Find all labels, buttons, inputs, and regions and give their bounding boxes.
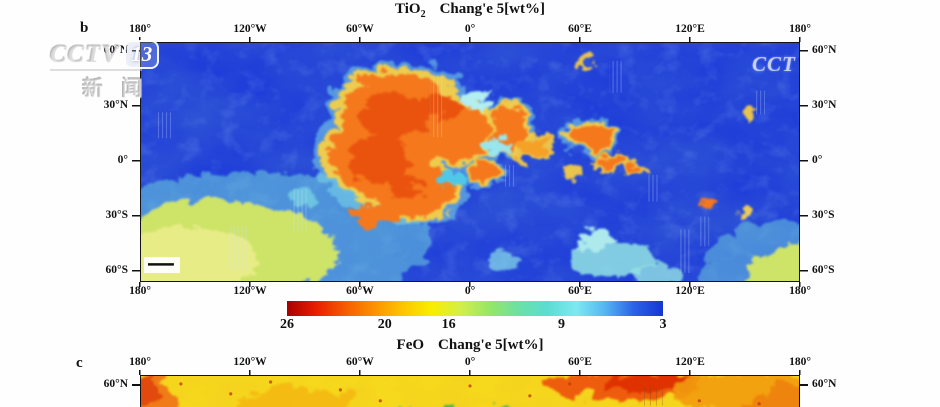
cctv-watermark: CCTV 13 <box>50 40 160 69</box>
colorbar-tick-label: 16 <box>441 317 456 332</box>
colorbar-tick-label: 3 <box>659 317 667 332</box>
feo-right-tick-mark <box>800 384 808 386</box>
lon-tick-label: 180° <box>789 356 811 368</box>
feo-left-tick-mark <box>132 384 140 386</box>
tio2-mare-holes <box>437 85 505 183</box>
feo-title: FeO Chang'e 5[wt%] <box>0 337 940 356</box>
lat-tick-label: 30°S <box>105 209 129 221</box>
colorbar-labels: 26 20 16 9 3 <box>280 317 667 333</box>
feo-speckles <box>179 380 761 406</box>
lon-tick-label: 180° <box>789 23 811 35</box>
feo-map <box>140 375 800 407</box>
lon-tick-label: 60°E <box>568 285 592 297</box>
panel-label-b: b <box>80 20 89 36</box>
feo-top-tick-marks <box>139 370 802 375</box>
lon-tick-label: 120°W <box>233 285 267 297</box>
feo-title-name: Chang'e 5[wt%] <box>438 337 544 353</box>
colorbar-tick-label: 9 <box>557 317 565 332</box>
tio2-lon-axis-bottom: 180° 120°W 60°W 0° 60°E 120°E 180° <box>129 285 811 298</box>
tio2-map-image <box>141 43 799 281</box>
tio2-mare-hotspots <box>346 87 459 194</box>
feo-map-image <box>141 376 799 407</box>
lat-tick-label: 30°N <box>812 99 837 111</box>
tio2-title-subscript: 2 <box>420 9 426 20</box>
feo-lon-axis-top: 180° 120°W 60°W 0° 60°E 120°E 180° <box>129 356 811 369</box>
panel-label-c: c <box>76 355 83 371</box>
tio2-lon-axis-top: 180° 120°W 60°W 0° 60°E 120°E 180° <box>129 23 811 36</box>
lon-tick-label: 180° <box>129 356 151 368</box>
lon-tick-label: 180° <box>789 285 811 297</box>
lat-tick-label: 60°N <box>103 378 128 390</box>
tio2-left-tick-marks <box>132 50 140 272</box>
lat-tick-label: 0° <box>117 154 128 166</box>
lat-tick-label: 60°S <box>105 264 129 276</box>
tio2-title-name: Chang'e 5[wt%] <box>439 1 545 17</box>
tio2-streak-artifacts <box>155 60 766 274</box>
lat-tick-label: 60°S <box>812 264 835 276</box>
colorbar <box>287 301 663 316</box>
cctv-channel-badge: 13 <box>124 40 160 69</box>
lon-tick-label: 60°W <box>346 285 374 297</box>
colorbar-tick-label: 20 <box>377 317 392 332</box>
tio2-right-tick-marks <box>800 50 808 272</box>
lat-tick-label: 0° <box>812 154 823 166</box>
cctv-corner-watermark: CCT <box>752 52 796 76</box>
lon-tick-label: 120°E <box>675 285 705 297</box>
lon-tick-label: 0° <box>464 23 476 35</box>
feo-title-formula: FeO <box>396 337 425 353</box>
tio2-title-formula: TiO <box>395 1 421 17</box>
cctv-caption: 新闻 <box>82 76 160 100</box>
tio2-map <box>140 42 800 282</box>
lon-tick-label: 120°E <box>675 356 705 368</box>
lon-tick-label: 60°E <box>568 23 592 35</box>
lon-tick-label: 180° <box>129 23 151 35</box>
lat-tick-label: 30°N <box>103 99 128 111</box>
lon-tick-label: 180° <box>129 285 151 297</box>
lat-tick-label: 60°N <box>103 44 128 56</box>
lon-tick-label: 60°E <box>568 356 592 368</box>
feo-hatch-artifacts <box>643 385 663 406</box>
lon-tick-label: 0° <box>464 285 476 297</box>
lat-tick-label: 30°S <box>812 209 835 221</box>
lon-tick-label: 120°W <box>233 23 267 35</box>
cctv-logo-underline <box>50 69 142 71</box>
lat-tick-label: 60°N <box>812 44 837 56</box>
tio2-title: TiO2 Chang'e 5[wt%] <box>0 1 940 20</box>
lon-tick-label: 0° <box>464 356 476 368</box>
lon-tick-label: 60°W <box>346 23 374 35</box>
lat-tick-label: 60°N <box>812 378 837 390</box>
lon-tick-label: 60°W <box>346 356 374 368</box>
cctv-logo-text: CCTV <box>50 40 120 68</box>
colorbar-tick-label: 26 <box>280 317 294 332</box>
lon-tick-label: 120°W <box>233 356 267 368</box>
tio2-top-tick-marks <box>139 37 802 42</box>
scale-bar <box>143 257 180 274</box>
lon-tick-label: 120°E <box>675 23 705 35</box>
feo-regions <box>141 376 799 407</box>
tio2-bottom-tick-marks <box>139 282 802 287</box>
